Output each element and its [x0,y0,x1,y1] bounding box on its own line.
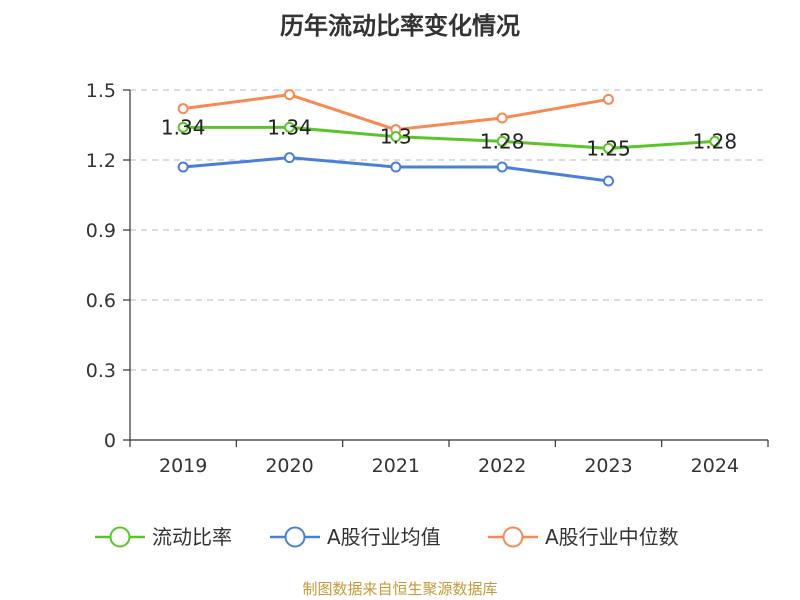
data-label: 1.28 [480,129,525,153]
data-label: 1.34 [267,115,312,139]
data-point [603,175,614,187]
data-point [390,161,402,173]
y-tick-label: 0.9 [86,220,116,242]
data-point [284,152,295,164]
legend-marker [284,526,306,548]
source-note: 制图数据来自恒生聚源数据库 [302,580,498,598]
y-tick-label: 0.3 [86,360,116,382]
x-tick-label: 2021 [372,455,420,477]
x-tick-label: 2023 [584,455,632,477]
legend-marker [502,526,524,548]
data-point [284,89,295,101]
legend-label: A股行业中位数 [545,525,679,549]
legend-label: A股行业均值 [327,525,441,549]
data-label: 1.28 [693,129,738,153]
data-label: 1.25 [586,136,631,160]
data-point [496,135,508,147]
data-point [284,121,295,133]
y-tick-label: 0.6 [86,290,116,312]
data-label: 1.34 [161,115,206,139]
data-point [603,142,614,154]
data-point [496,161,508,173]
y-tick-label: 0 [104,430,116,452]
x-tick-label: 2024 [691,455,739,477]
x-tick-label: 2022 [478,455,526,477]
data-point [709,135,721,147]
legend-marker [109,526,131,548]
x-tick-label: 2019 [159,455,207,477]
chart-title: 历年流动比率变化情况 [280,12,520,40]
data-point [603,93,614,105]
data-point [177,161,189,173]
data-point [177,121,189,133]
y-tick-label: 1.5 [86,80,116,102]
data-label: 1.3 [380,125,412,149]
y-tick-label: 1.2 [86,150,116,172]
series-line [183,125,715,150]
legend-label: 流动比率 [152,525,232,549]
data-point [177,103,189,115]
data-point [390,131,402,143]
x-tick-label: 2020 [265,455,313,477]
data-point [496,112,508,124]
